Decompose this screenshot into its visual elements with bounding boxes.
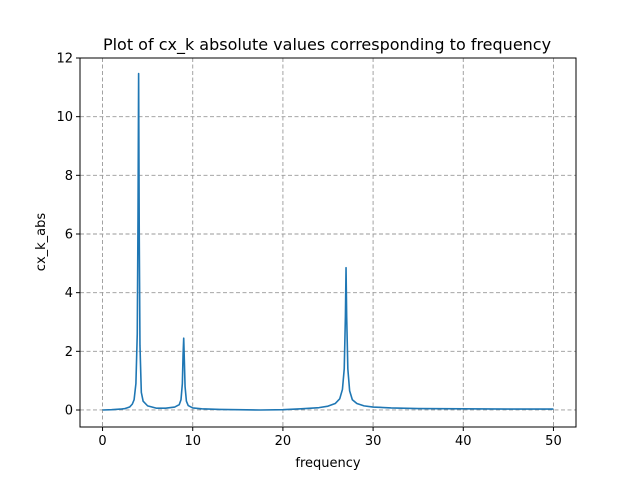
x-tick-label: 50 <box>545 434 562 449</box>
y-tick-label: 2 <box>65 345 73 360</box>
x-tick-label: 20 <box>275 434 292 449</box>
x-axis: 0 10 20 30 40 50 <box>98 427 562 449</box>
x-axis-label: frequency <box>295 456 361 471</box>
y-axis: 0 2 4 6 8 10 12 <box>56 52 80 418</box>
y-tick-label: 4 <box>65 286 73 301</box>
grid <box>80 57 576 427</box>
y-tick-label: 0 <box>65 403 73 418</box>
plot-frame <box>79 57 577 428</box>
x-tick-label: 0 <box>98 434 106 449</box>
y-tick-label: 10 <box>56 110 73 125</box>
series-group <box>102 72 554 411</box>
series-line <box>102 72 554 411</box>
x-tick-label: 40 <box>455 434 472 449</box>
y-tick-label: 8 <box>65 169 73 184</box>
y-tick-label: 12 <box>56 52 73 67</box>
x-tick-label: 10 <box>184 434 201 449</box>
chart-title: Plot of cx_k absolute values correspondi… <box>103 35 551 55</box>
y-tick-label: 6 <box>65 227 73 242</box>
y-axis-label: cx_k_abs <box>34 213 49 272</box>
x-tick-label: 30 <box>365 434 382 449</box>
